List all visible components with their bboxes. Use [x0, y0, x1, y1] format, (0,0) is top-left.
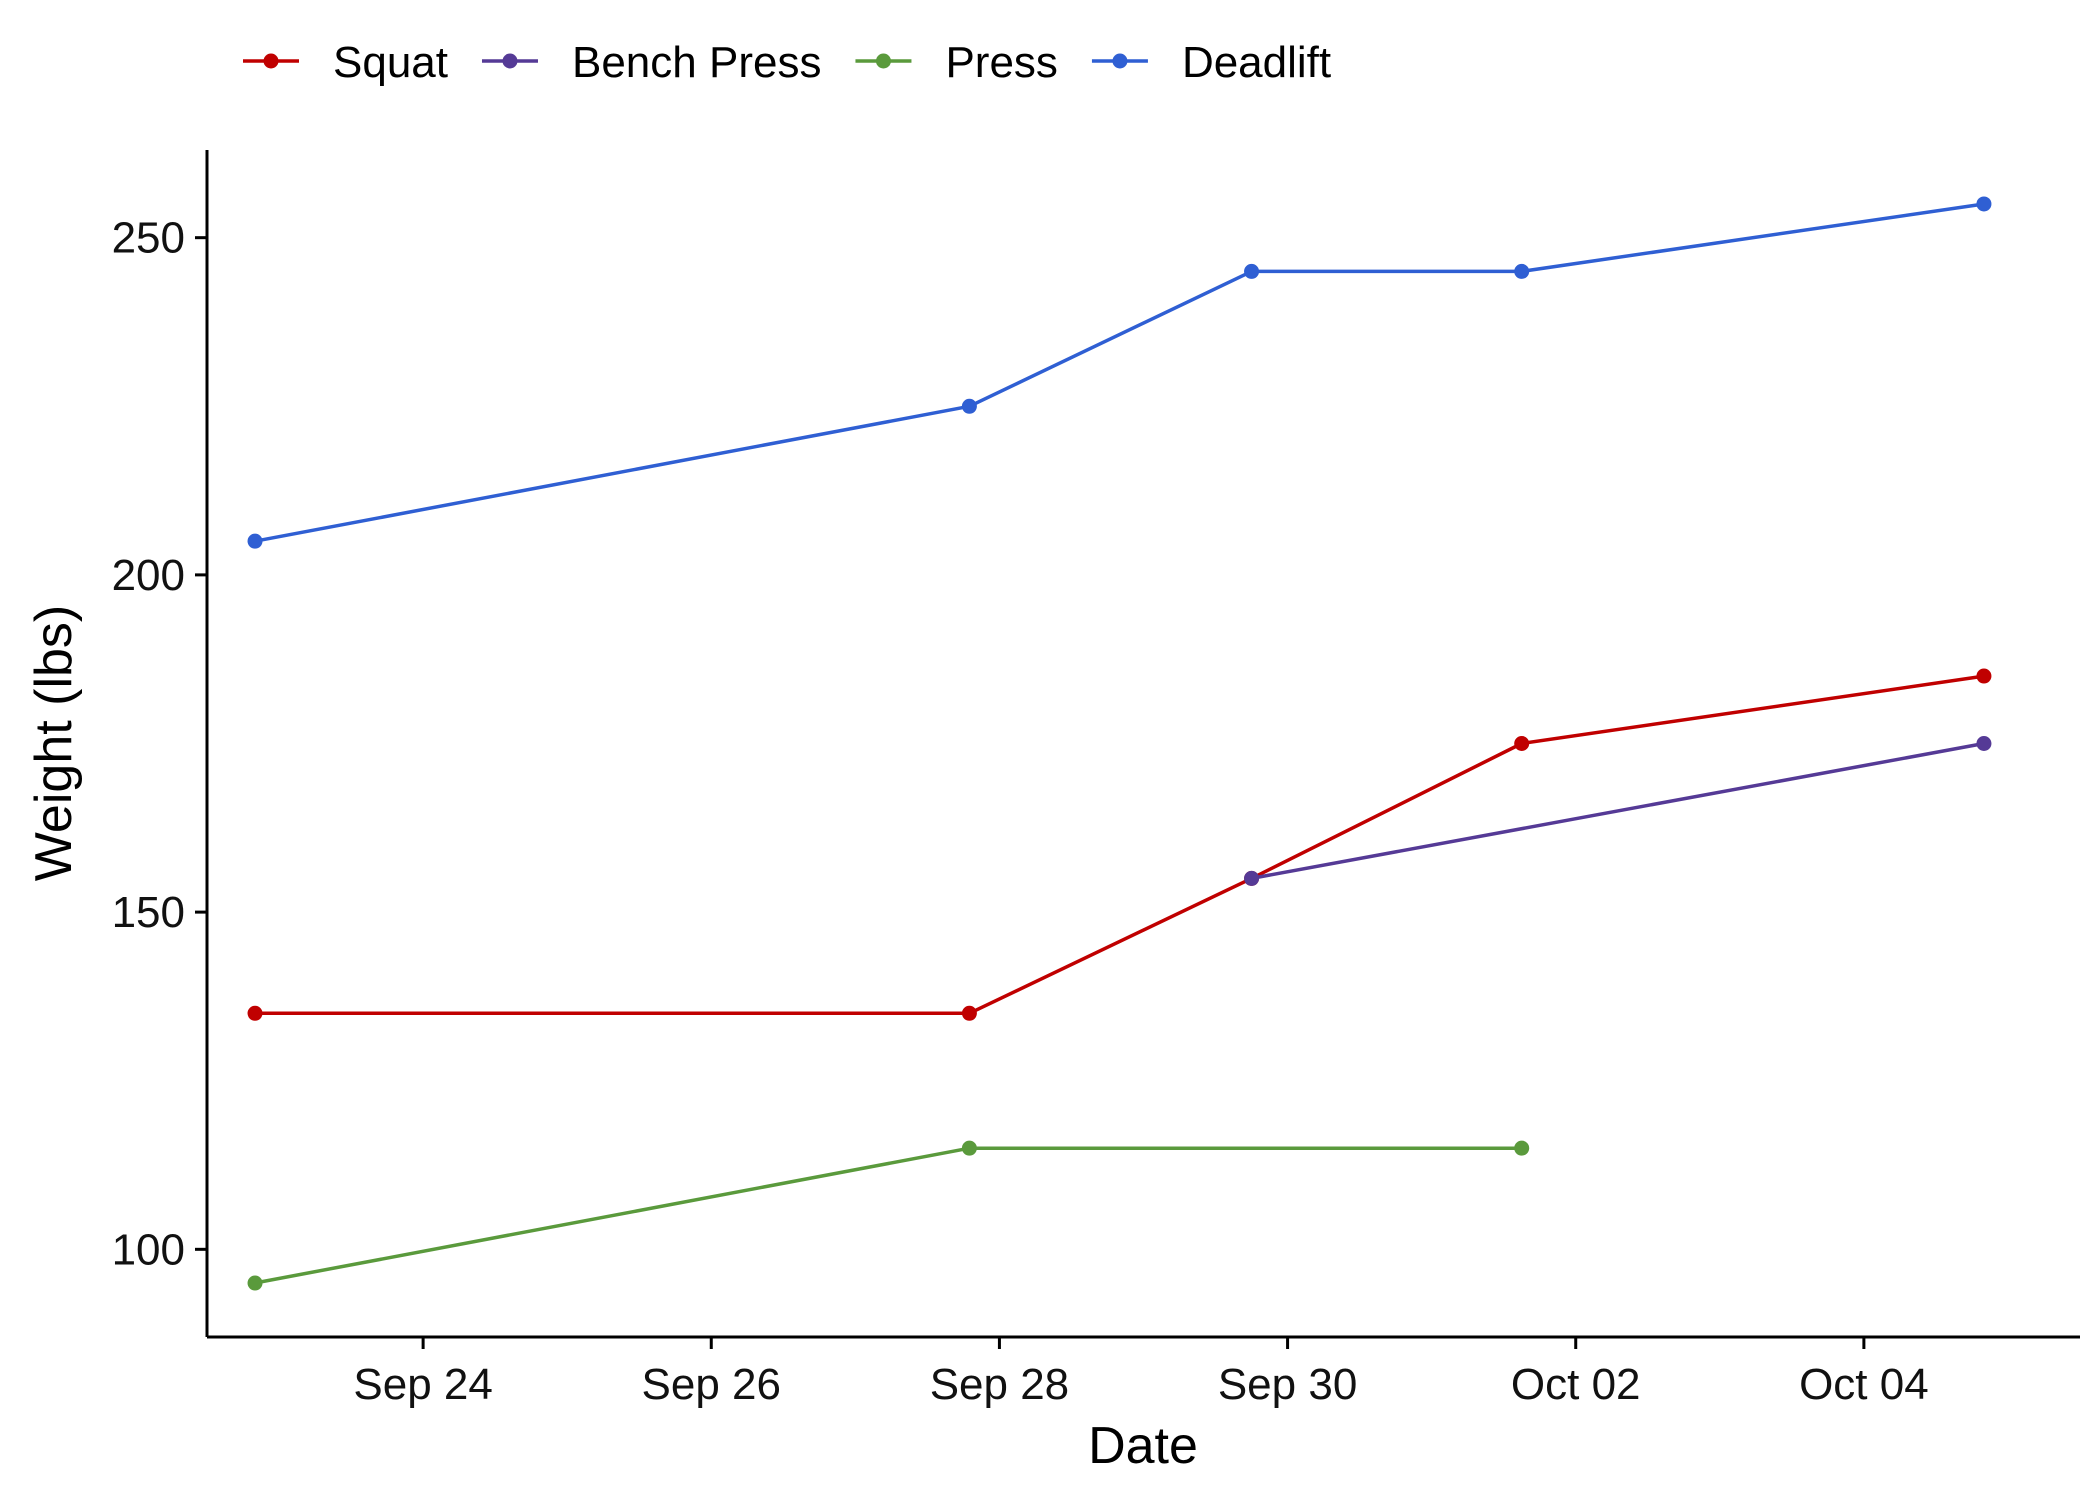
x-tick-label: Oct 02	[1511, 1360, 1641, 1409]
legend-item: Deadlift	[1091, 38, 1331, 87]
data-point	[247, 533, 263, 549]
data-point	[1514, 1140, 1530, 1156]
legend-label: Press	[945, 38, 1057, 87]
y-tick-label: 150	[112, 888, 185, 937]
data-point	[1244, 263, 1260, 279]
data-point	[1976, 668, 1992, 684]
legend-item: Bench Press	[481, 38, 821, 87]
y-axis-title: Weight (lbs)	[25, 605, 83, 881]
series-deadlift	[247, 196, 1992, 549]
axes	[205, 150, 2080, 1339]
data-point	[961, 398, 977, 414]
series-line	[255, 674, 1985, 1016]
data-point	[1976, 736, 1992, 751]
plot-area	[247, 196, 1992, 1291]
x-ticks: Sep 24 Sep 26 Sep 28 Sep 30 Oct 02 Oct 04	[353, 1337, 1929, 1409]
legend-point-key	[263, 53, 279, 69]
series-squat	[247, 668, 1992, 1021]
y-tick-label: 100	[112, 1225, 185, 1274]
legend-label: Bench Press	[572, 38, 821, 87]
x-tick-label: Sep 28	[930, 1360, 1069, 1409]
series-line	[1251, 741, 1985, 881]
legend-label: Deadlift	[1182, 38, 1331, 87]
series-line	[254, 202, 1985, 543]
x-tick-label: Sep 26	[642, 1360, 781, 1409]
data-point	[1514, 263, 1530, 279]
legend-point-key	[875, 53, 891, 69]
data-point	[961, 1140, 977, 1156]
legend-point-key	[502, 53, 518, 69]
legend-point-key	[1112, 53, 1128, 69]
series-line	[254, 1146, 1522, 1285]
x-tick-label: Sep 24	[353, 1360, 492, 1409]
y-ticks: 100 150 200 250	[112, 214, 207, 1274]
legend: Squat Bench Press Press Deadlift	[243, 38, 1331, 87]
data-point	[1514, 736, 1530, 751]
data-point	[1244, 870, 1260, 886]
y-tick-label: 250	[112, 214, 185, 263]
series-bench-press	[1244, 736, 1992, 886]
data-point	[961, 1005, 977, 1021]
series-press	[247, 1140, 1530, 1291]
x-tick-label: Oct 04	[1799, 1360, 1929, 1409]
legend-item: Press	[855, 38, 1058, 87]
data-point	[1976, 196, 1992, 212]
data-point	[247, 1005, 263, 1021]
legend-label: Squat	[333, 38, 448, 87]
data-point	[247, 1275, 263, 1291]
legend-item: Squat	[243, 38, 448, 87]
y-tick-label: 200	[112, 551, 185, 600]
x-tick-label: Sep 30	[1218, 1360, 1357, 1409]
x-axis-title: Date	[1088, 1417, 1198, 1475]
